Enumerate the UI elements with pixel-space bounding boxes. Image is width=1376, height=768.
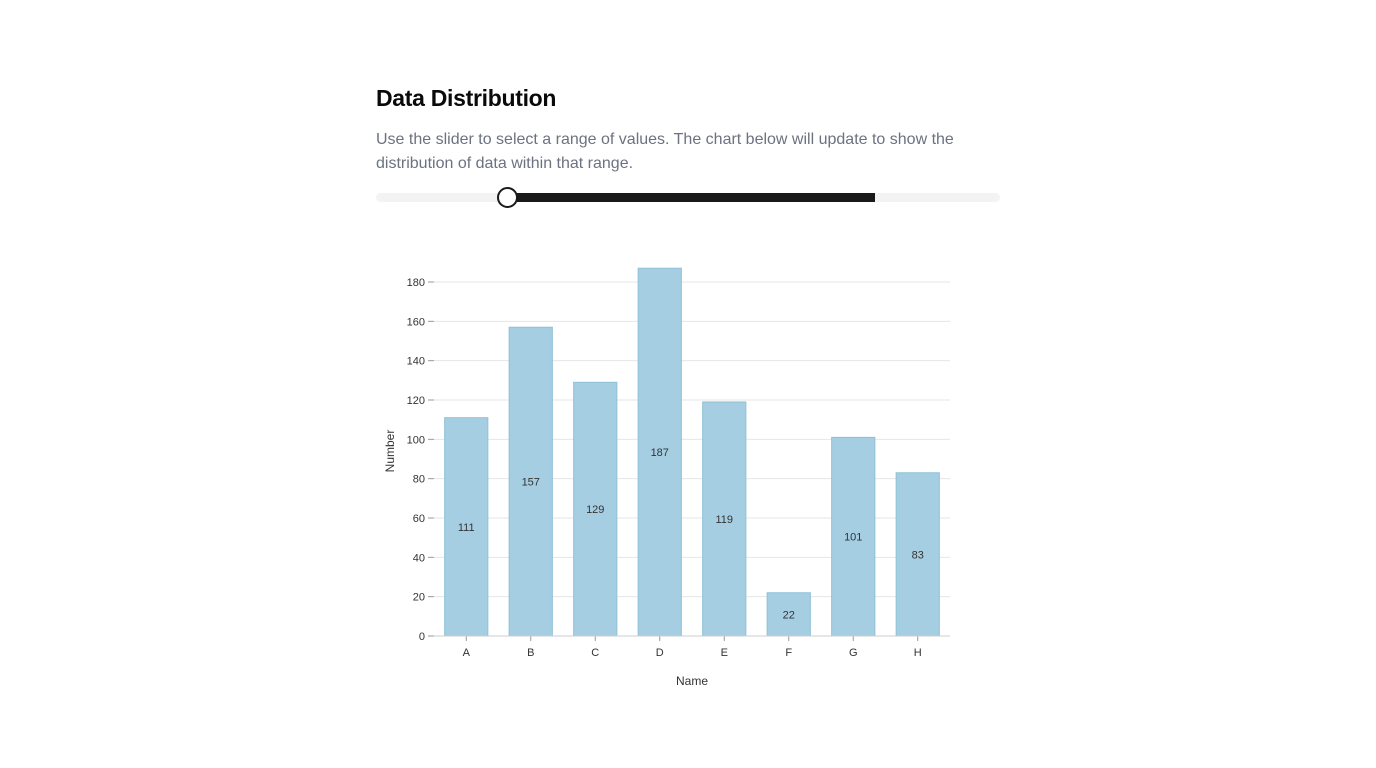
x-tick-label: A <box>463 647 471 659</box>
bar-c <box>573 381 618 637</box>
page-title: Data Distribution <box>376 85 557 111</box>
x-tick-label: E <box>721 647 728 659</box>
bar-a <box>444 417 489 637</box>
slider-thumb[interactable] <box>496 187 518 208</box>
y-axis-title: Number <box>383 430 397 473</box>
x-axis-title: Name <box>676 674 708 688</box>
x-tick-label: C <box>591 647 599 659</box>
x-tick-label: D <box>656 647 664 659</box>
x-tick-label: H <box>914 647 922 659</box>
y-tick-label: 160 <box>407 316 425 328</box>
y-tick-label: 80 <box>413 474 425 486</box>
x-tick-label: B <box>527 647 534 659</box>
y-tick-label: 40 <box>413 552 425 564</box>
x-tick-label: G <box>849 647 858 659</box>
range-slider[interactable] <box>376 187 1000 208</box>
bar-value-label: 119 <box>715 514 733 526</box>
y-tick-label: 0 <box>419 631 425 643</box>
bar-h <box>895 472 940 637</box>
bar-value-label: 111 <box>458 522 475 534</box>
bar-d <box>637 267 682 637</box>
x-tick-label: F <box>785 647 792 659</box>
bar-chart: 0 20 40 60 80 100 120 140 160 180 111 A 157 B 129 C 187 D… <box>383 267 950 688</box>
bar-value-label: 157 <box>522 477 540 489</box>
y-tick-label: 100 <box>407 434 425 446</box>
slider-range-fill <box>507 193 876 202</box>
bar-value-label: 129 <box>586 504 604 516</box>
y-tick-label: 60 <box>413 513 425 525</box>
bar-value-label: 22 <box>783 609 795 621</box>
bar-value-label: 187 <box>651 447 669 459</box>
bar-value-label: 101 <box>844 532 862 544</box>
y-tick-label: 140 <box>407 356 425 368</box>
bar-f <box>766 592 811 637</box>
main-panel: Data Distribution Use the slider to sele… <box>376 82 1000 208</box>
page-description: Use the slider to select a range of valu… <box>376 131 954 172</box>
y-tick-label: 20 <box>413 592 425 604</box>
y-tick-label: 180 <box>407 277 425 289</box>
y-tick-label: 120 <box>407 395 425 407</box>
bar-e <box>702 401 747 637</box>
bar-value-label: 83 <box>912 549 924 561</box>
bar-b <box>508 326 553 637</box>
